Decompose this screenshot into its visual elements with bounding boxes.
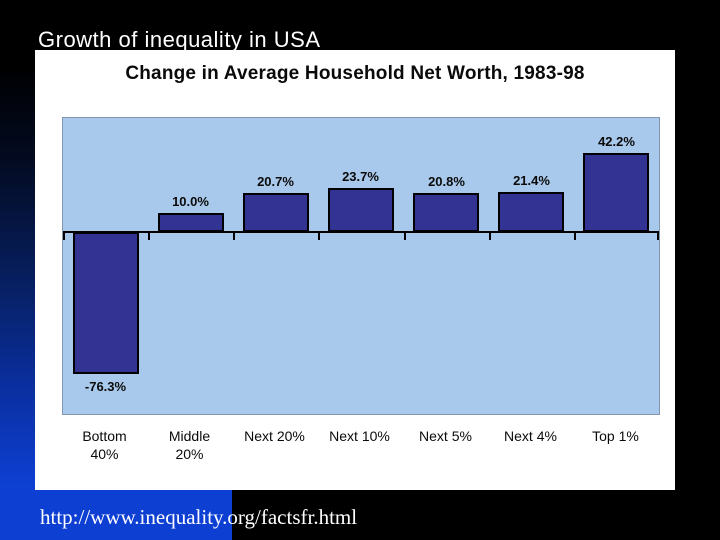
category-label: Next 5%: [419, 428, 472, 444]
plot-area: -76.3% 10.0% 20.7% 23.7% 20.8% 21.4% 42.2%: [62, 117, 660, 415]
bar-value-label: -76.3%: [84, 379, 127, 394]
bar-value-label: 10.0%: [172, 194, 209, 209]
bar: [583, 153, 649, 232]
category-label: Middle 20%: [168, 428, 211, 463]
source-url-link[interactable]: http://www.inequality.org/factsfr.html: [40, 505, 358, 529]
chart-panel: Change in Average Household Net Worth, 1…: [35, 50, 675, 490]
axis-tick: [148, 233, 150, 240]
axis-tick: [404, 233, 406, 240]
bar-value-label: 23.7%: [342, 169, 379, 184]
category-label: Top 1%: [592, 428, 639, 444]
axis-tick: [318, 233, 320, 240]
chart-title: Change in Average Household Net Worth, 1…: [125, 63, 585, 84]
bar: [158, 213, 224, 232]
category-label: Next 10%: [329, 428, 390, 444]
bar: [73, 232, 139, 374]
background-gradient-strip: [0, 0, 35, 540]
bar: [413, 193, 479, 232]
axis-tick: [233, 233, 235, 240]
axis-tick: [574, 233, 576, 240]
bar-value-label: 20.7%: [257, 174, 294, 189]
axis-tick: [489, 233, 491, 240]
bar: [328, 188, 394, 232]
axis-tick: [63, 233, 65, 240]
category-label: Bottom 40%: [82, 428, 127, 463]
category-label: Next 4%: [504, 428, 557, 444]
x-axis-line: [63, 231, 659, 233]
x-axis-labels: Bottom 40% Middle 20% Next 20% Next 10% Next…: [62, 427, 660, 469]
background-blue-rectangle: [0, 488, 232, 540]
bar: [498, 192, 564, 232]
axis-tick: [657, 233, 659, 240]
bar-value-label: 42.2%: [598, 134, 635, 149]
slide-title: Growth of inequality in USA: [38, 27, 321, 52]
bar-value-label: 20.8%: [428, 174, 465, 189]
bar-value-label: 21.4%: [513, 173, 550, 188]
category-label: Next 20%: [244, 428, 305, 444]
bar: [243, 193, 309, 232]
